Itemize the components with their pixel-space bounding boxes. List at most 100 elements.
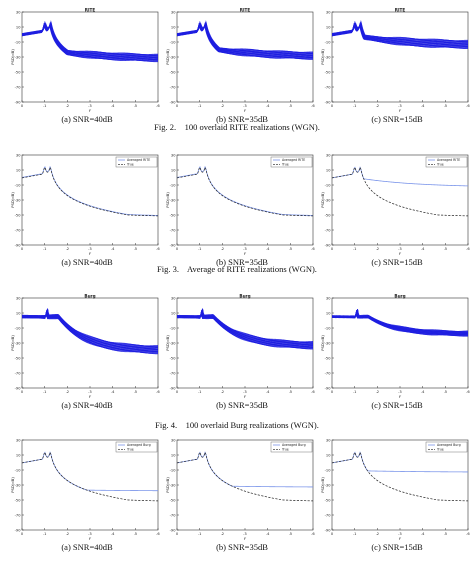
x-tick-label: .5 [289,532,292,536]
y-tick-label: 30 [326,438,331,442]
y-tick-label: -90 [170,528,177,532]
y-axis-label: PSD(dB) [10,49,15,65]
subplot-label: (b) SNR=35dB [216,257,268,267]
y-tick-label: -90 [325,243,332,247]
y-tick-label: 30 [16,438,21,442]
realization-line [22,20,158,56]
y-tick-label: -30 [15,55,22,59]
plot-frame [176,154,314,246]
y-tick-label: 10 [326,25,331,29]
y-tick-label: -50 [325,70,332,74]
x-tick-label: .3 [398,104,401,108]
y-tick-label: 30 [326,10,331,14]
x-tick-label: .4 [266,247,270,251]
x-tick-label: .5 [134,247,137,251]
chart-title: RITE [395,8,406,13]
subplot-label: (c) SNR=15dB [371,257,423,267]
y-tick-label: -90 [170,243,177,247]
plot-frame [331,11,469,103]
y-tick-label: -70 [170,371,177,375]
realization-line [332,22,468,43]
y-tick-label: -10 [325,468,332,472]
subplot-label: (c) SNR=15dB [371,400,423,410]
subplot-label: (b) SNR=35dB [216,114,268,124]
realization-line [332,21,468,43]
figure-caption-3: Fig. 3. Average of RITE realizations (WG… [157,264,317,274]
y-tick-label: -30 [170,198,177,202]
plot-frame [331,154,469,246]
series-group [332,451,468,502]
y-tick-label: -30 [170,341,177,345]
realization-line [177,22,313,54]
y-tick-label: 10 [16,453,21,457]
x-axis-label: F [399,108,402,113]
subplot-label: (b) SNR=35dB [216,542,268,552]
chart-panel-7: Burg 30 10 -10 -30 -50 -70 -900 .1 .2 .3 .4 .5 .6 F PSD… [10,294,160,411]
y-tick-label: -90 [325,528,332,532]
x-tick-label: .4 [421,247,425,251]
series-group [332,166,468,217]
series-group [177,451,313,502]
y-tick-label: -50 [325,498,332,502]
x-tick-label: .5 [289,390,292,394]
x-tick-label: .6 [311,532,315,536]
y-axis-label: PSD(dB) [320,477,325,493]
y-axis-label: PSD(dB) [320,49,325,65]
x-tick-label: .6 [466,390,470,394]
realization-line [22,22,158,56]
x-tick-label: .2 [376,390,379,394]
x-tick-label: .3 [88,104,91,108]
y-tick-label: 10 [16,25,21,29]
legend-entry-averaged: Averaged RITE [437,158,460,162]
x-tick-label: .6 [466,532,470,536]
x-tick-label: 0 [176,390,179,394]
y-tick-label: -50 [15,70,22,74]
y-tick-label: -30 [15,483,22,487]
y-tick-label: -30 [325,341,332,345]
y-axis-label: PSD(dB) [10,477,15,493]
series-group [22,20,158,63]
x-tick-label: .2 [66,532,69,536]
y-axis-label: PSD(dB) [165,192,170,208]
plot-frame [21,154,159,246]
averaged-series-line [332,166,468,187]
x-tick-label: 0 [176,247,179,251]
y-tick-label: -90 [15,100,22,104]
y-axis-label: PSD(dB) [165,335,170,351]
true-series-line [22,451,158,502]
series-group [177,165,313,217]
x-axis-label: F [89,536,92,541]
x-tick-label: .2 [376,247,379,251]
true-series-line [332,451,468,502]
y-tick-label: -30 [325,198,332,202]
chart-panel-12: 30 10 -10 -30 -50 -70 -900 .1 .2 .3 .4 .5 .6 F PSD(dB)… [320,438,470,552]
averaged-series-line [177,451,313,488]
averaged-series-line [332,451,468,473]
x-tick-label: .5 [289,247,292,251]
x-tick-label: .4 [111,532,115,536]
chart-panel-9: Burg 30 10 -10 -30 -50 -70 -900 .1 .2 .3 .4 .5 .6 F PSD… [320,294,470,411]
y-tick-label: -90 [15,243,22,247]
x-tick-label: .4 [421,104,425,108]
y-tick-label: 30 [16,153,21,157]
x-axis-label: F [399,251,402,256]
x-tick-label: .2 [221,104,224,108]
x-tick-label: .1 [43,390,46,394]
x-tick-label: 0 [21,390,24,394]
x-tick-label: .5 [444,390,447,394]
x-tick-label: .4 [111,390,115,394]
x-tick-label: .1 [198,390,201,394]
y-tick-label: 10 [326,453,331,457]
x-tick-label: .4 [266,532,270,536]
subplot-label: (c) SNR=15dB [371,114,423,124]
y-tick-label: 30 [171,153,176,157]
subplot-label: (a) SNR=40dB [61,542,113,552]
y-tick-label: 30 [16,296,21,300]
y-axis-label: PSD(dB) [10,335,15,351]
x-tick-label: .1 [353,247,356,251]
x-tick-label: .4 [421,390,425,394]
y-tick-label: -10 [15,183,22,187]
y-axis-label: PSD(dB) [165,477,170,493]
x-tick-label: .5 [444,247,447,251]
